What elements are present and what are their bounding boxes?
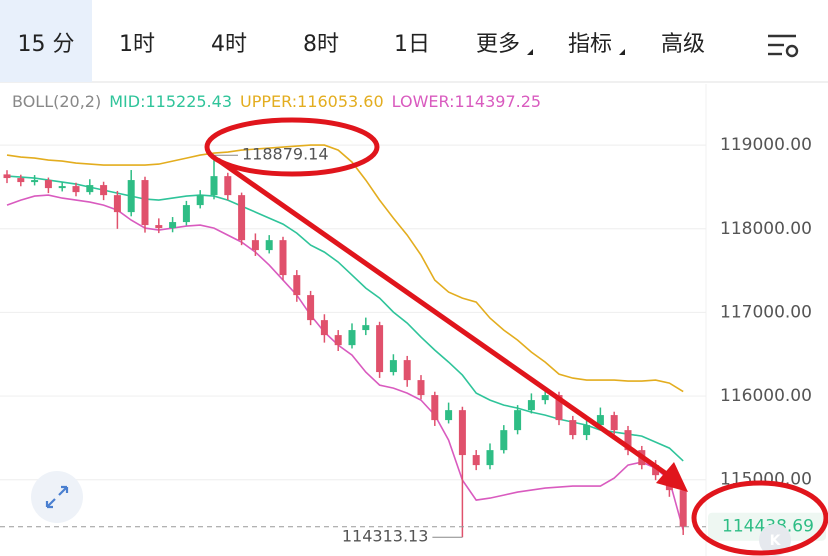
candle-body [486, 450, 494, 466]
candle-body [100, 185, 108, 196]
candle-body [348, 330, 356, 346]
y-tick-label: 117000.00 [720, 302, 812, 322]
candle-body [238, 195, 246, 241]
candle-body [679, 490, 687, 527]
candle-body [293, 275, 301, 296]
boll-line [6, 175, 684, 462]
candle-body [86, 185, 94, 193]
candle-body [113, 195, 121, 213]
tab[interactable]: 4时 [211, 32, 247, 57]
candle-body [458, 410, 466, 456]
candle-body [527, 400, 535, 411]
candle-body [500, 430, 508, 451]
candle-body [182, 205, 190, 223]
legend-entry: LOWER:114397.25 [392, 92, 541, 111]
candle-body [624, 430, 632, 451]
tab[interactable]: 更多 [476, 32, 520, 57]
candle-body [403, 360, 411, 381]
expand-button[interactable] [31, 471, 83, 523]
legend-entry: MID:115225.43 [109, 92, 232, 111]
min-label: 114313.13 [342, 527, 429, 546]
max-label: 118879.14 [242, 145, 329, 164]
candle-body [389, 360, 397, 373]
legend-entry: UPPER:116053.60 [240, 92, 384, 111]
candle-body [210, 176, 218, 196]
y-tick-label: 119000.00 [720, 135, 812, 155]
tab-selected-bg [0, 0, 92, 82]
candle-body [596, 415, 604, 426]
candle-body [31, 180, 39, 183]
tab[interactable]: 8时 [303, 32, 339, 57]
candle-body [541, 395, 549, 401]
candle-body [569, 420, 577, 436]
candle-body [320, 320, 328, 336]
dropdown-caret [527, 49, 533, 55]
legend-text: BOLL(20,2) MID:115225.43 UPPER:116053.60 LO… [12, 92, 541, 111]
candle-body [652, 465, 660, 476]
candle-body [72, 186, 80, 193]
indicator-name: BOLL(20,2) [12, 92, 101, 111]
red-annotation-overlay [204, 117, 828, 556]
candle-body [334, 335, 342, 346]
candle-body [265, 240, 273, 251]
tab[interactable]: 1时 [119, 32, 155, 57]
candle-body [58, 186, 66, 189]
toolbar: 15 分 1时 4时 8时 1日 更多 指标 高级 [0, 0, 828, 83]
candle-body [376, 325, 384, 373]
settings-icon[interactable] [768, 34, 799, 58]
dropdown-caret [619, 49, 625, 55]
indicator-legend: BOLL(20,2) MID:115225.43 UPPER:116053.60 LO… [12, 92, 541, 111]
candle-body [514, 410, 522, 431]
candle-body [431, 395, 439, 421]
candle-body [44, 180, 52, 189]
k-button[interactable]: K [759, 524, 791, 556]
candle-body [155, 225, 163, 229]
tab[interactable]: 指标 [568, 32, 612, 57]
plot-area: 115000.00116000.00117000.00118000.001190… [0, 84, 826, 556]
candle-body [472, 455, 480, 466]
candle-body [141, 180, 149, 226]
candle-body [224, 176, 232, 196]
candle-body [3, 174, 11, 179]
candle-body [362, 325, 370, 331]
candle-body [17, 178, 25, 183]
candle-body [555, 395, 563, 421]
candle-body [445, 410, 453, 421]
y-tick-label: 118000.00 [720, 219, 812, 239]
candle-body [583, 425, 591, 436]
candle-body [196, 195, 204, 206]
candle-body [169, 222, 177, 229]
tab[interactable]: 15 分 [18, 32, 75, 57]
candle-body [251, 240, 259, 251]
candle-body [417, 380, 425, 396]
candle-body [307, 295, 315, 321]
svg-text:K: K [770, 533, 782, 549]
tab[interactable]: 高级 [661, 32, 705, 57]
tab[interactable]: 1日 [394, 32, 430, 57]
y-tick-label: 116000.00 [720, 386, 812, 406]
candle-body [127, 180, 135, 213]
candle-body [610, 415, 618, 431]
boll-line [6, 144, 684, 393]
candle-body [279, 240, 287, 276]
